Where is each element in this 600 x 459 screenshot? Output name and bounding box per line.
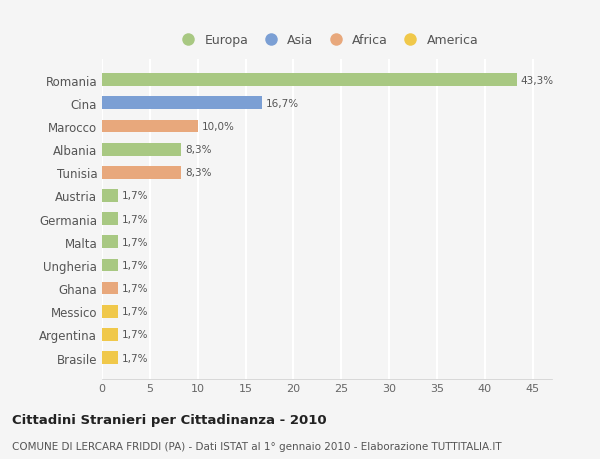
Bar [102, 236, 118, 249]
Text: 16,7%: 16,7% [266, 99, 299, 109]
Bar [102, 167, 181, 179]
Text: 1,7%: 1,7% [122, 191, 149, 201]
Text: 8,3%: 8,3% [185, 145, 212, 155]
Bar [102, 259, 118, 272]
Text: 8,3%: 8,3% [185, 168, 212, 178]
Text: 1,7%: 1,7% [122, 307, 149, 317]
Bar [102, 213, 118, 225]
Text: 1,7%: 1,7% [122, 330, 149, 340]
Bar [102, 305, 118, 318]
Bar [102, 328, 118, 341]
Bar [102, 74, 517, 87]
Text: 10,0%: 10,0% [202, 122, 235, 132]
Text: 43,3%: 43,3% [520, 76, 554, 85]
Legend: Europa, Asia, Africa, America: Europa, Asia, Africa, America [176, 34, 478, 47]
Bar [102, 352, 118, 364]
Text: Cittadini Stranieri per Cittadinanza - 2010: Cittadini Stranieri per Cittadinanza - 2… [12, 413, 326, 426]
Text: 1,7%: 1,7% [122, 284, 149, 293]
Bar [102, 190, 118, 202]
Bar [102, 144, 181, 156]
Bar [102, 120, 198, 133]
Bar [102, 282, 118, 295]
Text: 1,7%: 1,7% [122, 237, 149, 247]
Text: 1,7%: 1,7% [122, 260, 149, 270]
Text: COMUNE DI LERCARA FRIDDI (PA) - Dati ISTAT al 1° gennaio 2010 - Elaborazione TUT: COMUNE DI LERCARA FRIDDI (PA) - Dati IST… [12, 441, 502, 451]
Text: 1,7%: 1,7% [122, 214, 149, 224]
Text: 1,7%: 1,7% [122, 353, 149, 363]
Bar [102, 97, 262, 110]
